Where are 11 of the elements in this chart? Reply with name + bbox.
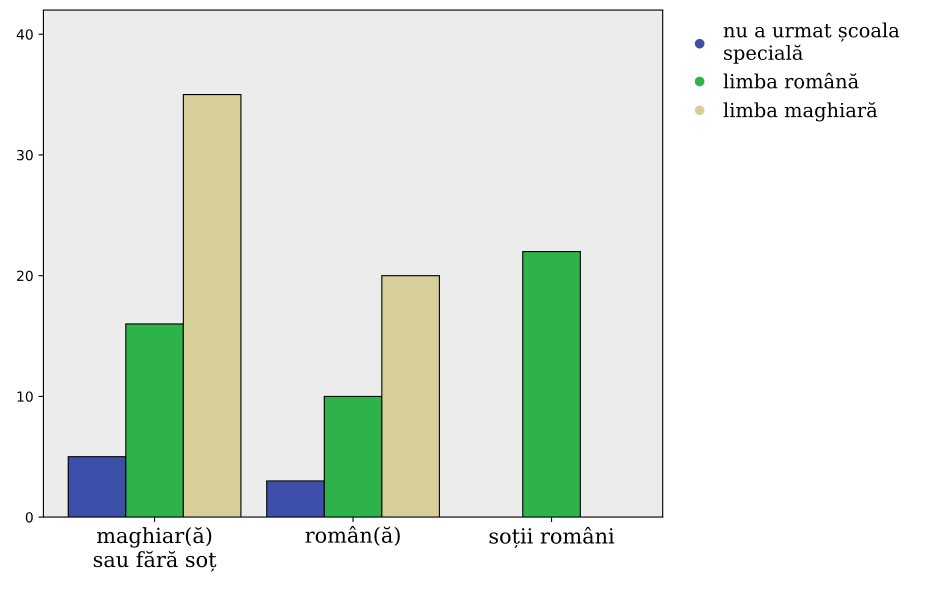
x-tick-label: soții români xyxy=(490,526,614,548)
legend-label: nu a urmat școala specială xyxy=(724,22,900,64)
x-tick-label: maghiar(ă) sau fără soț xyxy=(94,526,216,572)
x-tick-label: român(ă) xyxy=(305,526,400,546)
y-tick-label: 20 xyxy=(17,270,33,282)
legend-label: limba maghiară xyxy=(724,102,878,122)
y-tick-label: 40 xyxy=(16,29,33,40)
legend-label: limba română xyxy=(724,72,859,89)
y-tick-label: 0 xyxy=(26,512,33,523)
y-tick-label: 30 xyxy=(17,150,33,160)
y-tick-label: 10 xyxy=(18,391,33,402)
